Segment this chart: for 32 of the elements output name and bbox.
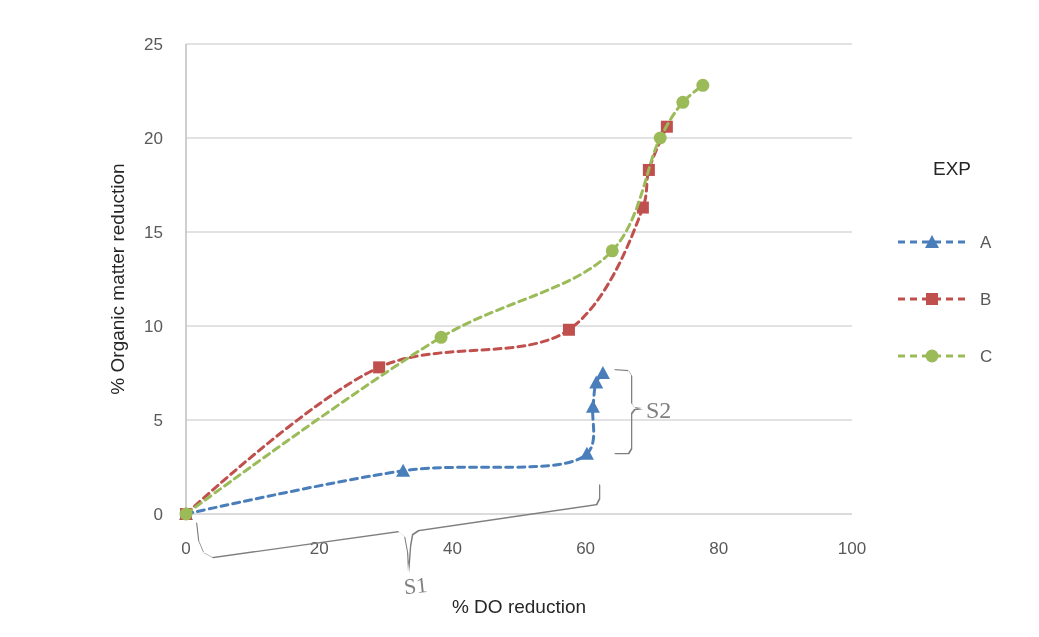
- y-tick-label: 5: [153, 410, 163, 430]
- legend-title: EXP: [932, 158, 972, 179]
- annotation: S2: [646, 397, 672, 423]
- x-tick-label: 40: [442, 539, 462, 558]
- y-tick-label: 15: [144, 222, 163, 242]
- text: S1: [402, 571, 429, 600]
- x-tick-label: 0: [181, 539, 191, 558]
- point: [585, 399, 600, 413]
- x-axis-title: % DO reduction: [451, 596, 587, 617]
- point: [373, 361, 386, 374]
- point: [595, 366, 610, 379]
- y-axis-title: % Organic matter reduction: [107, 163, 128, 395]
- point: [589, 375, 604, 389]
- y-tick-label: 10: [144, 316, 163, 336]
- point: [579, 446, 594, 460]
- y-tick-label: 0: [153, 504, 163, 524]
- point: [653, 131, 667, 145]
- point: [605, 244, 619, 258]
- point: [696, 78, 710, 92]
- point: [676, 95, 690, 109]
- legend-label: B: [980, 289, 992, 309]
- x-tick-label: 80: [709, 539, 729, 558]
- legend-label: C: [980, 346, 993, 366]
- point: [396, 463, 411, 477]
- y-tick-label: 20: [144, 128, 163, 148]
- legend-label: A: [980, 232, 992, 252]
- point: [562, 323, 575, 336]
- x-tick-label: 20: [309, 539, 329, 558]
- x-tick-label: 100: [837, 539, 867, 558]
- point: [434, 330, 448, 344]
- y-tick-label: 25: [144, 34, 163, 54]
- x-tick-label: 60: [576, 539, 596, 558]
